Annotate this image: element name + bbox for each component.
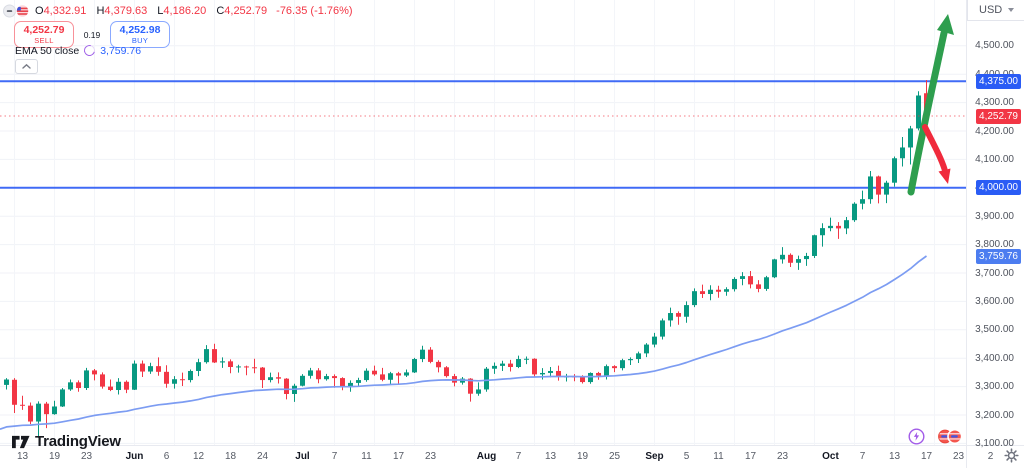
level-price-badge: 4,000.00 (976, 180, 1021, 196)
time-tick-label: 18 (224, 451, 237, 462)
chevron-down-icon (1008, 8, 1015, 12)
low-value: 4,186.20 (163, 5, 207, 17)
price-tick-label: 3,500.00 (975, 324, 1014, 336)
loading-spinner-icon (82, 42, 98, 59)
price-tick-label: 3,100.00 (975, 437, 1014, 449)
sell-button[interactable]: 4,252.79 SELL (14, 21, 74, 48)
time-tick-label: 13 (544, 451, 557, 462)
time-tick-label: 23 (952, 451, 965, 462)
time-tick-label: Sep (645, 451, 664, 462)
buy-price: 4,252.98 (119, 23, 161, 36)
ema-50-line (0, 255, 927, 431)
last-price-badge: 4,252.79 (976, 108, 1021, 124)
buy-button[interactable]: 4,252.98 BUY (110, 21, 170, 48)
symbol-legend: O4,332.91 H4,379.63 L4,186.20 C4,252.79 … (3, 4, 353, 18)
chevron-up-icon (22, 63, 31, 69)
price-axis-border (966, 0, 967, 468)
time-tick-label: Aug (476, 451, 497, 462)
open-value: 4,332.91 (43, 5, 87, 17)
trade-panel: 4,252.79 SELL 0.19 4,252.98 BUY (14, 21, 170, 48)
time-tick-label: 17 (920, 451, 933, 462)
time-tick-label: 12 (192, 451, 205, 462)
time-tick-label: 19 (48, 451, 61, 462)
indicator-name: EMA 50 close (15, 44, 80, 57)
price-tick-label: 3,600.00 (975, 295, 1014, 307)
candles-layer (4, 79, 929, 438)
time-tick-label: Jun (125, 451, 144, 462)
time-tick-label: 17 (744, 451, 757, 462)
price-tick-label: 3,300.00 (975, 381, 1014, 393)
change-value: -76.35 (-1.76%) (276, 5, 353, 17)
high-value: 4,379.63 (104, 5, 148, 17)
price-tick-label: 4,500.00 (975, 40, 1014, 52)
symbol-pair-icons (3, 4, 30, 18)
time-tick-label: 24 (256, 451, 269, 462)
time-tick-label: Jul (295, 451, 310, 462)
time-tick-label: 7 (859, 451, 866, 462)
time-tick-label: 6 (163, 451, 170, 462)
time-tick-label: 13 (16, 451, 29, 462)
time-tick-label: 13 (888, 451, 901, 462)
ema-indicator-legend[interactable]: EMA 50 close 3,759.76 (15, 42, 142, 59)
time-tick-label: 23 (80, 451, 93, 462)
time-tick-label: 23 (424, 451, 437, 462)
price-tick-label: 3,200.00 (975, 409, 1014, 421)
axis-settings-gear-icon[interactable] (1004, 448, 1019, 463)
tradingview-logo[interactable]: TradingView (12, 433, 121, 450)
time-axis-border (0, 445, 1024, 446)
time-tick-label: 11 (713, 451, 724, 462)
price-tick-label: 3,400.00 (975, 352, 1014, 364)
instant-trading-icon[interactable] (908, 428, 925, 445)
indicator-value: 3,759.76 (100, 44, 142, 57)
economic-events-flags-icon[interactable] (938, 428, 963, 445)
bearish-projection-arrow[interactable] (922, 124, 951, 184)
axis-event-icons (908, 428, 963, 445)
ema-value-badge: 3,759.76 (976, 248, 1021, 264)
grid-lines (0, 0, 966, 445)
tradingview-wordmark: TradingView (35, 433, 121, 450)
price-tick-label: 4,200.00 (975, 125, 1014, 137)
price-tick-label: 3,900.00 (975, 210, 1014, 222)
level-price-badge: 4,375.00 (976, 73, 1021, 89)
price-tick-label: 3,800.00 (975, 239, 1014, 251)
currency-label: USD (979, 4, 1003, 16)
bullish-projection-arrow[interactable] (907, 14, 954, 196)
tradingview-mark-icon (12, 435, 30, 448)
close-value: 4,252.79 (224, 5, 268, 17)
time-tick-label: 23 (776, 451, 789, 462)
time-tick-label: 2 (987, 451, 994, 462)
time-tick-label: 25 (608, 451, 621, 462)
price-tick-label: 3,700.00 (975, 267, 1014, 279)
spread-value: 0.19 (83, 29, 101, 40)
price-tick-label: 4,100.00 (975, 153, 1014, 165)
time-tick-label: 7 (331, 451, 338, 462)
ohlc-readout: O4,332.91 H4,379.63 L4,186.20 C4,252.79 … (35, 5, 353, 17)
time-tick-label: 19 (576, 451, 589, 462)
time-tick-label: 17 (392, 451, 405, 462)
legend-collapse-button[interactable] (15, 59, 38, 74)
time-tick-label: 7 (515, 451, 522, 462)
time-tick-label: 5 (683, 451, 690, 462)
time-tick-label: 11 (361, 451, 372, 462)
price-tick-label: 4,300.00 (975, 97, 1014, 109)
currency-selector[interactable]: USD (967, 0, 1024, 21)
time-tick-label: Oct (822, 451, 839, 462)
sell-price: 4,252.79 (23, 23, 65, 36)
